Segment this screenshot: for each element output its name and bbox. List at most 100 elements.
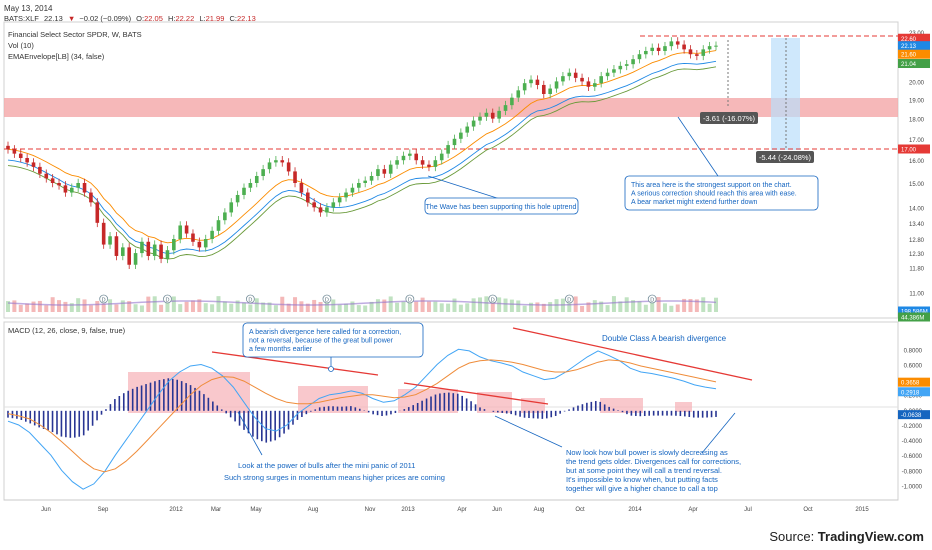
volume-bar [458,304,463,312]
volume-bar [490,296,495,312]
value-tag [898,312,930,322]
volume-bar [267,302,272,312]
ema-line [7,50,717,244]
volume-bar [541,303,546,312]
note-line: Now look how bull power is slowly decrea… [566,448,728,457]
candle-body [44,173,49,179]
candle-body [650,47,655,51]
price-tick-label: 11.80 [909,267,924,273]
divergence-note: A bearish divergence here called for a c… [249,329,401,353]
dividend-marker [322,294,332,304]
candle-body [203,239,208,248]
volume-bar [63,301,68,312]
volume-bar [675,304,680,312]
volume-bar [522,305,527,312]
note-line: but at some point they will call a trend… [566,466,722,475]
volume-bar [363,305,368,312]
candle-body [541,84,546,94]
wave-callout: The Wave has been supporting this hole u… [424,175,579,215]
volume-bar [248,304,253,312]
candle-body [159,244,163,259]
price-tick-label: 13.40 [909,222,925,228]
time-tick-label: 2013 [401,507,415,513]
candle-body [459,132,463,139]
header-open-label: O: [136,14,144,23]
candle-body [197,241,202,248]
dividend-marker [564,294,574,304]
dividend-marker [163,294,172,304]
volume-bar [599,301,604,312]
volume-bars [6,296,718,312]
candle-body [337,197,342,203]
volume-bar [586,302,591,312]
volume-bar [159,304,164,312]
price-tick-label: 17.00 [909,138,925,144]
candle-body [25,158,29,163]
volume-bar [344,303,349,312]
candle-body [223,212,227,221]
candle-body [76,182,80,188]
candle-body [427,164,431,167]
price-tick-label: 12.30 [909,252,925,258]
volume-bar [631,300,636,312]
volume-bar [356,305,361,312]
volume-ma [7,300,717,306]
candle-body [701,49,706,56]
candle-body [299,182,304,193]
macd-tick-label: 0.8000 [904,348,923,354]
volume-bar [127,301,132,312]
candle-body [656,47,661,51]
candle-body [395,160,399,165]
histogram-highlight [477,392,512,413]
volume-bar [624,297,629,312]
divergence-callout: A bearish divergence here called for a c… [242,322,424,372]
volume-bar [222,301,227,312]
note-line: together will give a higher chance to ca… [566,484,718,493]
price-tick-label: 14.00 [909,206,925,212]
candle-body [420,160,425,165]
volume-bar [286,303,291,312]
candle-body [471,120,476,127]
volume-bar [337,304,342,312]
candle-body [593,83,597,87]
candle-body [605,72,610,77]
time-tick-label: Apr [457,507,466,513]
candle-body [165,250,170,259]
candle-body [586,81,591,87]
price-pane [3,21,899,319]
value-tag-text: 0.2918 [901,390,920,396]
value-tag-text: 22.13 [901,44,917,50]
header-arrow: ▼ [68,14,75,23]
candle-body [535,79,540,85]
price-tick-label: 16.00 [909,159,925,165]
volume-bar [478,297,482,312]
candle-body [69,187,74,193]
volume-bar [101,303,106,312]
volume-bar [203,303,208,312]
volume-bar [433,301,438,312]
volume-bar [439,303,444,312]
volume-bar [465,303,470,312]
volume-bar [682,298,687,312]
candle-body [331,202,336,208]
volume-bar [548,302,553,312]
dividend-marker [245,294,255,304]
price-tick-label: 15.00 [909,182,925,188]
value-tag [898,377,930,387]
volume-bar [44,305,49,312]
volume-bar [605,305,610,312]
candle-body [254,176,259,183]
macd-tick-label: -0.2000 [902,424,923,430]
volume-bar [6,301,10,312]
candle-body [267,162,272,170]
volume-bar [567,303,572,312]
candle-body [452,138,457,146]
volume-bar [694,299,699,312]
measure-label-2-text: -5.44 (-24.08%) [759,153,812,162]
volume-bar [484,296,489,312]
note-line: This area here is the strongest support … [631,182,792,189]
volume-bar [25,303,30,312]
source-prefix: Source: [769,529,817,544]
candle-body [484,112,489,117]
wave-note: The Wave has been supporting this hole u… [426,204,577,211]
